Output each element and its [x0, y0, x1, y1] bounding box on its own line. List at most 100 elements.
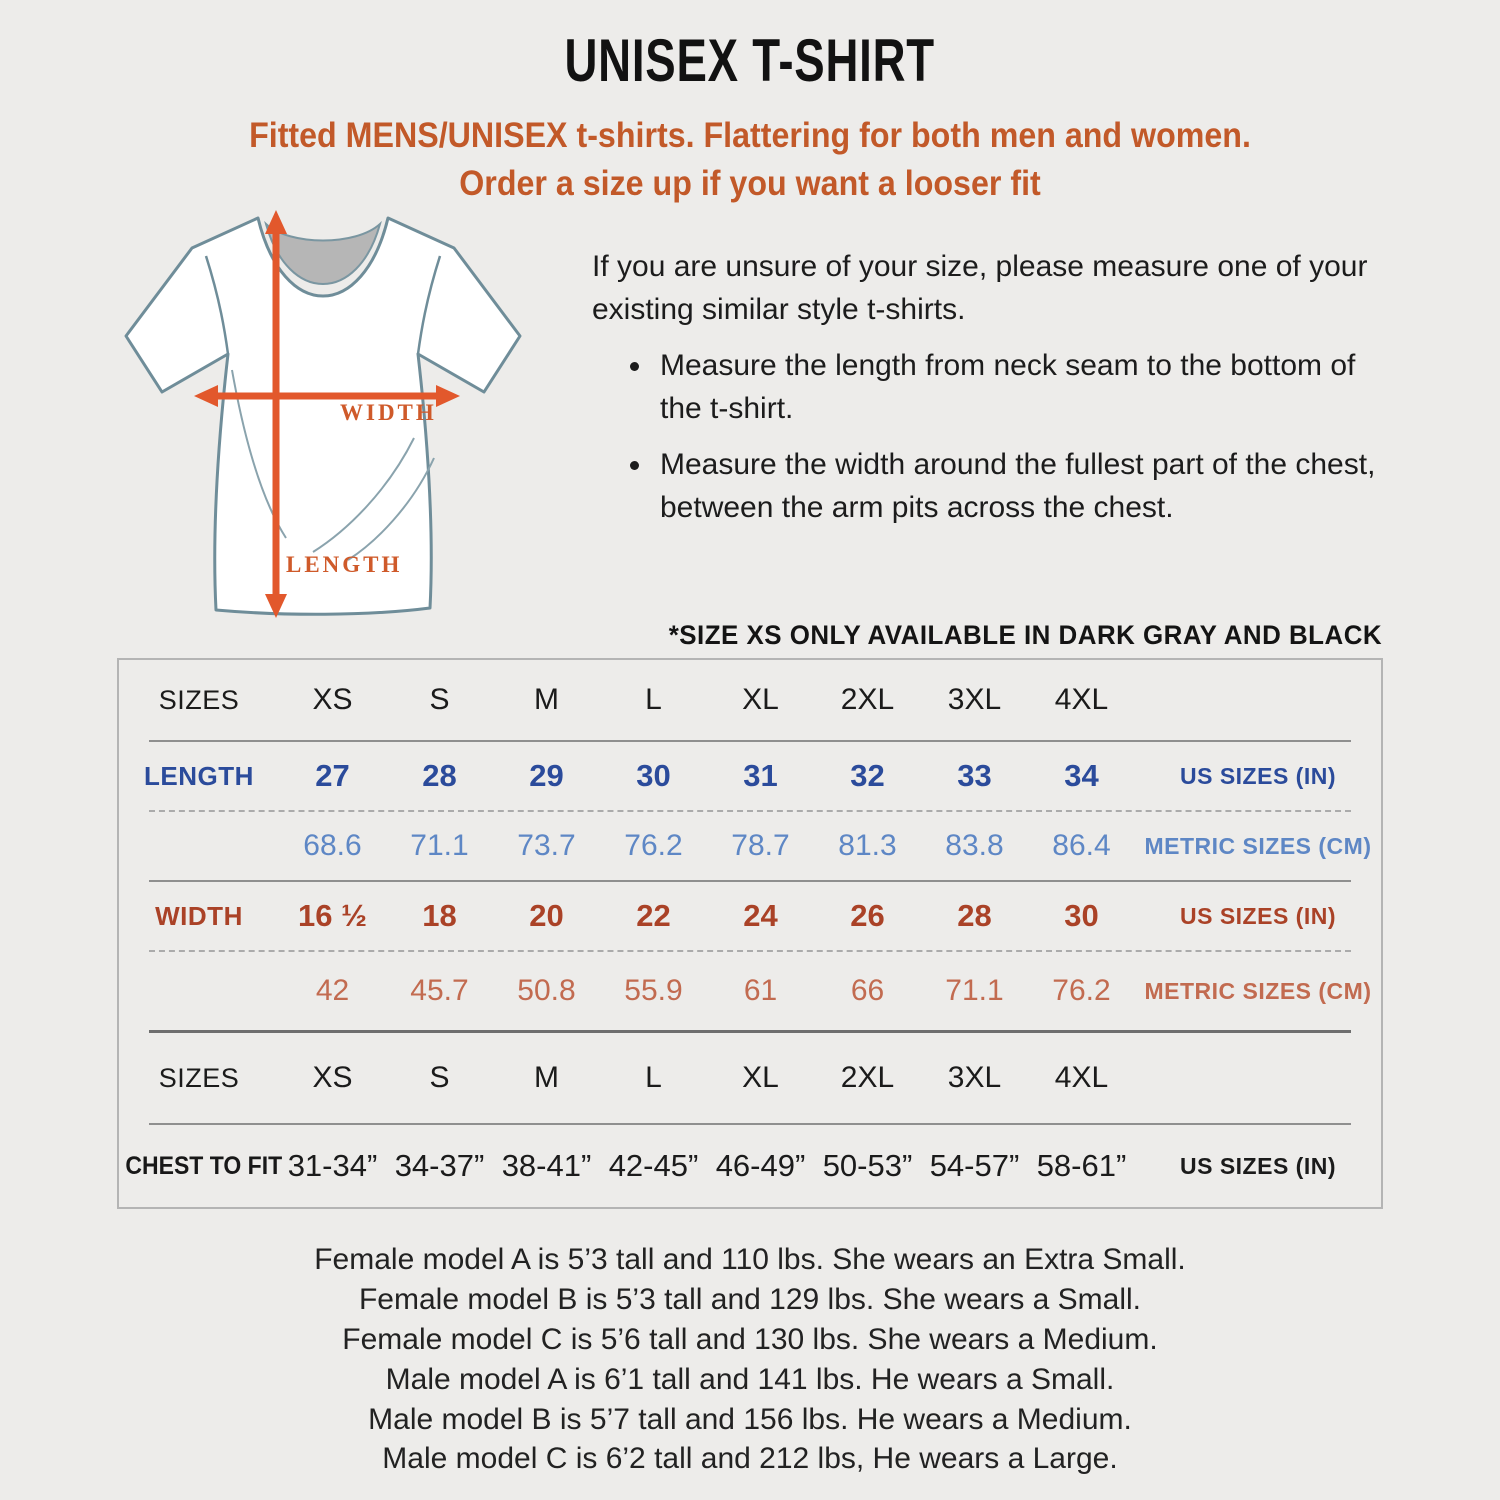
table-cell: L [645, 1061, 662, 1094]
fold-line-right-1 [312, 437, 415, 553]
tshirt-body [124, 216, 522, 616]
table-cell: 76.2 [624, 829, 683, 862]
right-sleeve-seam [416, 255, 442, 355]
section-divider [149, 1030, 1351, 1033]
table-cell: 28 [422, 758, 457, 793]
table-cell: 29 [529, 758, 564, 793]
table-cell: 71.1 [945, 974, 1004, 1007]
table-cell: XS [312, 683, 353, 716]
sizing-instructions: If you are unsure of your size, please m… [592, 246, 1392, 544]
neck-hole [264, 220, 382, 285]
instructions-list: Measure the length from neck seam to the… [592, 345, 1392, 529]
table-cell: 54-57” [929, 1148, 1020, 1183]
table-cell: 30 [636, 758, 671, 793]
unit-cell: US SIZES (IN) [1179, 902, 1336, 929]
table-cell: XL [742, 1061, 779, 1094]
table-cell: 81.3 [838, 829, 897, 862]
unit-cell: US SIZES (IN) [1179, 1152, 1336, 1179]
table-cell: 20 [529, 898, 564, 933]
page-title: UNISEX T-SHIRT [0, 26, 1500, 95]
tshirt-diagram: WIDTH LENGTH [108, 200, 540, 632]
table-cell: 58-61” [1036, 1148, 1127, 1183]
tshirt-illustration [124, 210, 522, 618]
table-cell: 66 [850, 974, 885, 1007]
row-divider [149, 1123, 1351, 1125]
table-cell: 38-41” [501, 1148, 592, 1183]
table-cell: S [429, 683, 450, 716]
table-cell: 76.2 [1052, 974, 1111, 1007]
model-fit-notes: Female model A is 5’3 tall and 110 lbs. … [0, 1240, 1500, 1479]
table-cell: 27 [315, 758, 350, 793]
length-us-row: LENGTH 27 28 29 30 31 32 33 34 US SIZES … [119, 742, 1381, 810]
table-cell: 42-45” [608, 1148, 699, 1183]
instruction-item-width: Measure the width around the fullest par… [654, 444, 1392, 529]
width-us-row: WIDTH 16 ½ 18 20 22 24 26 28 30 US SIZES… [119, 882, 1381, 950]
table-cell: 31-34” [287, 1148, 378, 1183]
table-cell: 50.8 [517, 974, 576, 1007]
table-cell: 71.1 [410, 829, 469, 862]
row-label: SIZES [158, 1062, 240, 1093]
chest-to-fit-row: CHEST TO FIT 31-34” 34-37” 38-41” 42-45”… [119, 1125, 1381, 1207]
table-cell: 18 [422, 898, 457, 933]
subtitle-line-1: Fitted MENS/UNISEX t-shirts. Flattering … [249, 116, 1251, 155]
row-label: CHEST TO FIT [125, 1151, 283, 1180]
unit-cell: METRIC SIZES (CM) [1144, 832, 1372, 859]
table-cell: 4XL [1054, 1061, 1109, 1094]
table-cell: 73.7 [517, 829, 576, 862]
model-note: Female model B is 5’3 tall and 129 lbs. … [358, 1282, 1142, 1316]
width-arrow [194, 385, 460, 407]
row-label: WIDTH [155, 900, 243, 931]
table-cell: 78.7 [731, 829, 790, 862]
instructions-intro: If you are unsure of your size, please m… [592, 250, 1368, 326]
table-cell: 2XL [840, 1061, 895, 1094]
table-cell: 46-49” [715, 1148, 806, 1183]
page-title-text: UNISEX T-SHIRT [564, 27, 936, 94]
table-cell: 55.9 [624, 974, 683, 1007]
model-note: Female model C is 5’6 tall and 130 lbs. … [342, 1322, 1158, 1356]
table-cell: 4XL [1054, 683, 1109, 716]
unit-cell: US SIZES (IN) [1179, 762, 1336, 789]
row-divider [149, 740, 1351, 742]
table-cell: 34-37” [394, 1148, 485, 1183]
model-note: Male model C is 6’2 tall and 212 lbs, He… [382, 1442, 1118, 1476]
row-label: LENGTH [144, 760, 254, 791]
sizes-header-row: SIZES XS S M L XL 2XL 3XL 4XL [119, 660, 1381, 740]
table-cell: 86.4 [1052, 829, 1111, 862]
table-cell: 3XL [947, 1061, 1002, 1094]
table-cell: 68.6 [303, 829, 362, 862]
subtitle-line-2: Order a size up if you want a looser fit [459, 164, 1041, 204]
table-cell: 24 [743, 898, 778, 933]
table-cell: 30 [1064, 898, 1099, 933]
table-cell: 32 [850, 758, 885, 793]
table-cell: 61 [743, 974, 778, 1007]
width-metric-row: 42 45.7 50.8 55.9 61 66 71.1 76.2 METRIC… [119, 952, 1381, 1030]
instruction-item-length: Measure the length from neck seam to the… [654, 345, 1392, 430]
length-label: LENGTH [286, 552, 403, 577]
sizes-header-row-2: SIZES XS S M L XL 2XL 3XL 4XL [119, 1033, 1381, 1123]
table-cell: S [429, 1061, 450, 1094]
row-divider-dashed [149, 950, 1351, 952]
size-table: SIZES XS S M L XL 2XL 3XL 4XL LENGTH 27 … [117, 658, 1383, 1209]
table-cell: 31 [743, 758, 778, 793]
table-cell: L [645, 683, 662, 716]
length-arrow [265, 210, 287, 618]
row-label: SIZES [158, 684, 240, 715]
length-metric-row: 68.6 71.1 73.7 76.2 78.7 81.3 83.8 86.4 … [119, 812, 1381, 880]
table-cell: 26 [850, 898, 885, 933]
table-cell: XL [742, 683, 779, 716]
table-cell: XS [312, 1061, 353, 1094]
table-cell: 2XL [840, 683, 895, 716]
table-cell: 50-53” [822, 1148, 913, 1183]
page-subtitle: Fitted MENS/UNISEX t-shirts. Flattering … [0, 112, 1500, 209]
table-cell: 83.8 [945, 829, 1004, 862]
table-cell: 3XL [947, 683, 1002, 716]
table-cell: 34 [1064, 758, 1099, 793]
table-cell: 42 [315, 974, 350, 1007]
table-cell: 45.7 [410, 974, 469, 1007]
table-cell: 16 ½ [298, 898, 367, 933]
table-cell: 28 [957, 898, 992, 933]
model-note: Female model A is 5’3 tall and 110 lbs. … [314, 1243, 1186, 1276]
table-cell: 22 [636, 898, 671, 933]
left-sleeve-seam [204, 255, 230, 355]
